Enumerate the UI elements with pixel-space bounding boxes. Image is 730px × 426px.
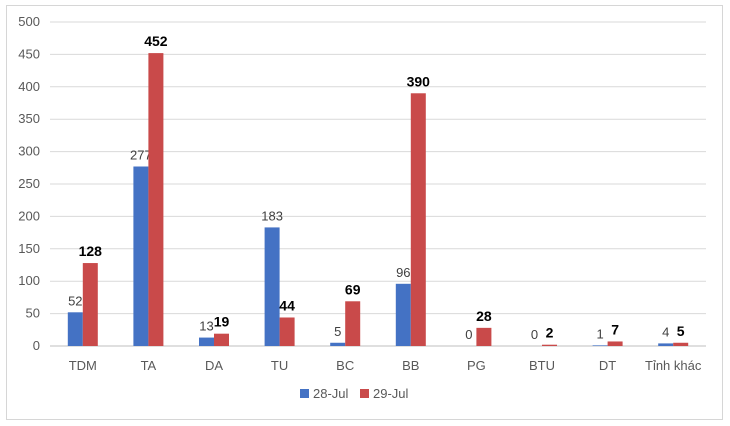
- x-tick-label-DA: DA: [205, 358, 223, 373]
- data-label-28-Jul-PG: 0: [465, 327, 472, 342]
- data-label-29-Jul-BTU: 2: [546, 325, 554, 341]
- bar-28-Jul-DA: [199, 337, 214, 346]
- y-tick-label-450: 450: [18, 46, 40, 61]
- bar-29-Jul-TDM: [82, 263, 98, 346]
- bar-29-Jul-TU: [279, 317, 295, 346]
- data-label-28-Jul-TA: 277: [130, 148, 152, 163]
- x-tick-label-BTU: BTU: [529, 358, 555, 373]
- bar-29-Jul-TA: [148, 53, 164, 346]
- bar-29-Jul-PG: [476, 327, 492, 346]
- data-label-28-Jul-BC: 5: [334, 324, 341, 339]
- bar-28-Jul-DT: [592, 345, 608, 346]
- y-tick-label-150: 150: [18, 241, 40, 256]
- data-label-28-Jul-TDM: 52: [68, 293, 82, 308]
- bar-29-Jul-BC: [345, 301, 361, 346]
- legend-label-28-Jul: 28-Jul: [313, 386, 349, 401]
- data-label-29-Jul-DT: 7: [611, 321, 619, 337]
- data-label-29-Jul-Tỉnh khác: 5: [677, 323, 685, 339]
- data-label-29-Jul-BC: 69: [345, 281, 361, 297]
- chart-frame: [6, 5, 723, 420]
- data-label-28-Jul-BB: 96: [396, 265, 410, 280]
- data-label-29-Jul-TU: 44: [279, 297, 295, 313]
- bar-29-Jul-BTU: [542, 344, 557, 346]
- data-label-28-Jul-DA: 13: [199, 319, 213, 334]
- data-label-28-Jul-BTU: 0: [531, 327, 538, 342]
- bar-29-Jul-BB: [410, 93, 426, 346]
- x-tick-label-PG: PG: [467, 358, 486, 373]
- y-tick-label-300: 300: [18, 144, 40, 159]
- y-tick-label-400: 400: [18, 79, 40, 94]
- legend-swatch-29-Jul: [360, 389, 369, 398]
- bar-28-Jul-BB: [395, 283, 411, 346]
- data-label-29-Jul-TDM: 128: [79, 243, 103, 259]
- y-tick-label-500: 500: [18, 14, 40, 29]
- data-label-29-Jul-DA: 19: [214, 314, 230, 330]
- y-tick-label-50: 50: [26, 306, 40, 321]
- bar-29-Jul-Tỉnh khác: [673, 342, 689, 346]
- bar-28-Jul-TU: [264, 227, 280, 346]
- x-tick-label-DT: DT: [599, 358, 616, 373]
- bar-28-Jul-TDM: [67, 312, 83, 346]
- x-tick-label-BC: BC: [336, 358, 354, 373]
- legend-label-29-Jul: 29-Jul: [373, 386, 409, 401]
- y-tick-label-350: 350: [18, 111, 40, 126]
- x-tick-label-BB: BB: [402, 358, 419, 373]
- data-label-28-Jul-TU: 183: [261, 208, 283, 223]
- bar-28-Jul-Tỉnh khác: [658, 343, 674, 346]
- y-tick-label-250: 250: [18, 176, 40, 191]
- y-tick-label-100: 100: [18, 273, 40, 288]
- x-tick-label-TU: TU: [271, 358, 288, 373]
- data-label-28-Jul-DT: 1: [596, 326, 603, 341]
- x-tick-label-TA: TA: [141, 358, 157, 373]
- y-tick-label-200: 200: [18, 208, 40, 223]
- data-label-29-Jul-TA: 452: [144, 33, 168, 49]
- bar-28-Jul-TA: [133, 166, 149, 346]
- y-tick-label-0: 0: [33, 338, 40, 353]
- bar-29-Jul-DA: [214, 333, 229, 346]
- data-label-29-Jul-BB: 390: [407, 73, 431, 89]
- legend-swatch-28-Jul: [300, 389, 309, 398]
- bar-29-Jul-DT: [607, 341, 623, 346]
- data-label-28-Jul-Tỉnh khác: 4: [662, 324, 669, 339]
- x-tick-label-Tỉnh khác: Tỉnh khác: [645, 358, 702, 373]
- data-label-29-Jul-PG: 28: [476, 308, 492, 324]
- bar-28-Jul-BC: [330, 342, 346, 346]
- x-tick-label-TDM: TDM: [69, 358, 97, 373]
